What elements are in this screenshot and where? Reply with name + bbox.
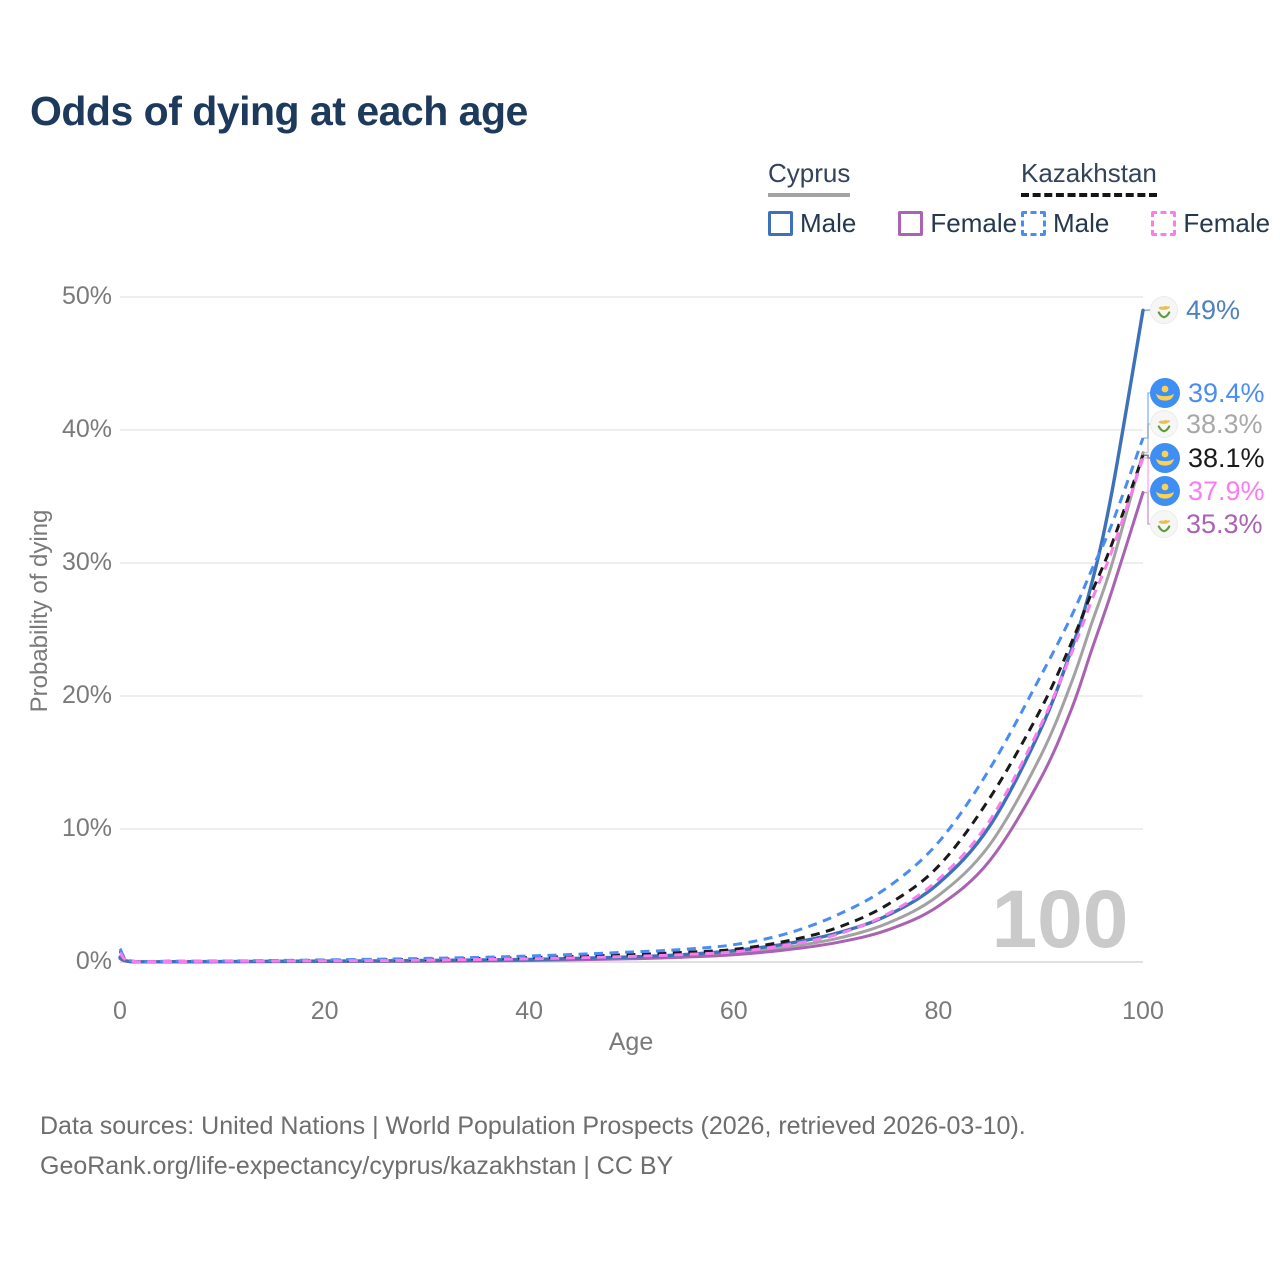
legend-item-label: Male bbox=[1053, 208, 1110, 238]
legend-item-cyprus-female[interactable]: Female bbox=[898, 208, 1017, 239]
age-watermark: 100 bbox=[992, 874, 1129, 965]
curve-kazakhstan-female[interactable] bbox=[118, 457, 1145, 964]
legend-swatch-kazakhstan-male bbox=[1021, 211, 1046, 236]
end-label-value: 38.3% bbox=[1186, 408, 1263, 439]
x-tick-80: 80 bbox=[924, 997, 953, 1025]
legend-item-label: Female bbox=[1183, 208, 1271, 238]
legend-group-cyprus: Cyprus Male Female bbox=[768, 158, 1059, 239]
y-axis-title: Probability of dying bbox=[26, 509, 53, 713]
curve-kazakhstan-both[interactable] bbox=[118, 454, 1145, 964]
end-label-value: 39.4% bbox=[1188, 377, 1265, 408]
cyprus-flag-icon bbox=[1150, 296, 1178, 324]
cyprus-flag-icon bbox=[1150, 410, 1178, 438]
x-tick-0: 0 bbox=[113, 997, 127, 1025]
end-label-kazakhstan-female[interactable]: 37.9% bbox=[1150, 475, 1265, 507]
x-tick-100: 100 bbox=[1122, 997, 1164, 1025]
end-label-value: 38.1% bbox=[1188, 442, 1265, 473]
x-tick-40: 40 bbox=[515, 997, 544, 1025]
legend-swatch-cyprus-male bbox=[768, 211, 793, 236]
kazakhstan-flag-icon bbox=[1150, 476, 1180, 506]
end-label-kazakhstan-male[interactable]: 39.4% bbox=[1150, 377, 1265, 409]
legend-swatch-kazakhstan-female bbox=[1151, 211, 1177, 236]
y-tick-20%: 20% bbox=[61, 681, 112, 709]
legend-swatch-cyprus-female bbox=[898, 211, 924, 236]
y-tick-30%: 30% bbox=[61, 548, 112, 576]
cyprus-flag-icon bbox=[1150, 510, 1178, 538]
x-tick-60: 60 bbox=[719, 997, 748, 1025]
page-title: Odds of dying at each age bbox=[30, 88, 528, 134]
curve-cyprus-both[interactable] bbox=[118, 451, 1145, 964]
curve-kazakhstan-male[interactable] bbox=[118, 437, 1145, 964]
y-tick-40%: 40% bbox=[61, 415, 112, 443]
legend-item-label: Female bbox=[930, 208, 1018, 238]
footer-attribution-line: GeoRank.org/life-expectancy/cyprus/kazak… bbox=[40, 1152, 674, 1180]
legend-group-kazakhstan: Kazakhstan Male Female bbox=[1021, 158, 1280, 239]
x-tick-20: 20 bbox=[310, 997, 339, 1025]
end-label-value: 35.3% bbox=[1186, 508, 1263, 539]
footer-sources-line: Data sources: United Nations | World Pop… bbox=[40, 1112, 1026, 1140]
x-axis-title: Age bbox=[608, 1028, 654, 1056]
curve-cyprus-male[interactable] bbox=[118, 308, 1145, 964]
end-label-value: 37.9% bbox=[1188, 475, 1265, 506]
y-tick-50%: 50% bbox=[61, 282, 112, 310]
legend-item-label: Male bbox=[800, 208, 857, 238]
end-label-cyprus-male[interactable]: 49% bbox=[1150, 294, 1240, 326]
end-label-kazakhstan-both[interactable]: 38.1% bbox=[1150, 442, 1265, 474]
legend-group-title-kazakhstan: Kazakhstan bbox=[1021, 158, 1157, 197]
end-label-cyprus-both[interactable]: 38.3% bbox=[1150, 408, 1263, 440]
y-tick-0%: 0% bbox=[75, 947, 112, 975]
end-label-value: 49% bbox=[1186, 294, 1241, 325]
end-label-cyprus-female[interactable]: 35.3% bbox=[1150, 508, 1263, 540]
y-tick-10%: 10% bbox=[61, 814, 112, 842]
legend-item-cyprus-male[interactable]: Male bbox=[768, 208, 856, 239]
kazakhstan-flag-icon bbox=[1150, 378, 1180, 408]
kazakhstan-flag-icon bbox=[1150, 443, 1180, 473]
footer: Data sources: United Nations | World Pop… bbox=[40, 1106, 1026, 1186]
legend-group-title-cyprus: Cyprus bbox=[768, 158, 851, 197]
legend-item-kazakhstan-female[interactable]: Female bbox=[1151, 208, 1270, 239]
legend-item-kazakhstan-male[interactable]: Male bbox=[1021, 208, 1109, 239]
